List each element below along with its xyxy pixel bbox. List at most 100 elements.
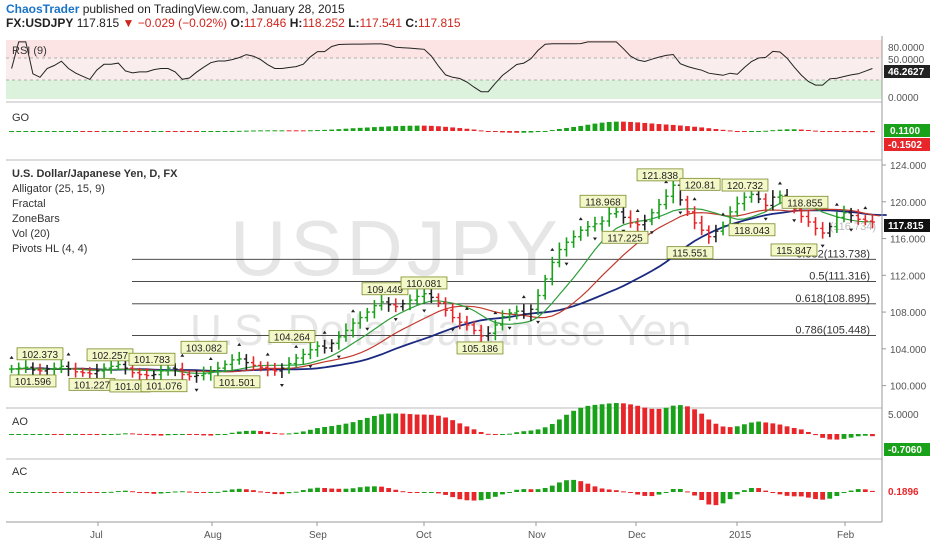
go-bar — [208, 131, 214, 132]
go-bar — [549, 130, 555, 132]
go-bar — [784, 129, 790, 131]
ac-bar — [542, 487, 548, 492]
go-bar — [30, 131, 36, 132]
go-bar — [165, 131, 171, 132]
go-bar — [656, 124, 662, 131]
rsi-line — [11, 41, 873, 93]
high-label: H: — [289, 16, 303, 30]
go-bar — [564, 127, 569, 131]
ac-bar — [528, 489, 534, 492]
ao-bar — [827, 434, 833, 440]
ac-bar — [784, 492, 790, 496]
ao-bar — [272, 432, 278, 434]
candle — [492, 311, 498, 341]
ac-bar — [229, 489, 235, 492]
published-text: published on TradingView.com, January 28… — [82, 2, 345, 16]
ao-bar — [208, 434, 214, 436]
go-bar — [571, 126, 577, 131]
ao-bar — [201, 434, 207, 436]
ao-bar — [357, 419, 363, 434]
ao-bar — [692, 409, 697, 434]
go-bar — [115, 131, 121, 132]
ac-bar — [258, 491, 263, 493]
go-bar — [393, 126, 399, 131]
go-bar — [51, 131, 57, 132]
ao-bar — [471, 429, 477, 434]
candle — [343, 323, 349, 342]
pivot-high-label: 101.783 — [128, 352, 176, 366]
candle — [307, 342, 313, 369]
ac-bar — [37, 492, 43, 493]
candle — [158, 365, 164, 381]
candle — [243, 354, 249, 370]
go-bar — [685, 126, 690, 131]
go-bar — [94, 131, 100, 132]
ao-bar — [870, 434, 875, 437]
low-label: L: — [348, 16, 360, 30]
ac-bar — [670, 489, 676, 492]
ao-bar — [578, 407, 584, 434]
ao-bar — [642, 407, 648, 434]
author-link[interactable]: ChaosTrader — [6, 2, 80, 16]
pivot-high-label: 103.082 — [180, 340, 228, 354]
candle — [300, 348, 306, 365]
ao-bar — [23, 434, 29, 435]
ao-bar — [507, 433, 512, 435]
ac-bar — [421, 492, 427, 493]
svg-text:121.838: 121.838 — [642, 171, 679, 182]
go-bar — [727, 130, 733, 132]
candle — [286, 357, 292, 374]
ac-bar — [386, 488, 392, 492]
ao-bar — [763, 422, 769, 434]
ao-bar — [514, 432, 520, 434]
candle — [507, 308, 513, 330]
ac-bar — [172, 491, 178, 493]
pivot-high-label: 120.81 — [679, 177, 721, 191]
ac-bar — [315, 487, 320, 492]
ao-bar — [756, 421, 762, 434]
go-bar — [194, 131, 199, 132]
ac-bar — [286, 492, 292, 494]
candle — [599, 216, 605, 231]
svg-text:115.847: 115.847 — [776, 246, 812, 257]
indicator-zonebars: ZoneBars — [12, 213, 60, 225]
ao-bar — [400, 413, 406, 434]
ac-bar — [599, 488, 605, 492]
ao-bar — [806, 431, 811, 434]
candle — [101, 363, 107, 378]
watermark-name: U.S. Dollar/Japanese Yen — [190, 306, 691, 355]
ac-bar — [243, 489, 249, 492]
go-bar — [592, 123, 598, 131]
ao-bar — [393, 413, 399, 434]
open-label: O: — [230, 16, 244, 30]
ao-bar — [656, 408, 662, 434]
go-bar — [286, 130, 292, 132]
pivot-low-label: 117.225 — [601, 230, 649, 244]
go-bar — [862, 131, 868, 133]
ao-bar — [791, 427, 797, 434]
ao-bar — [841, 434, 847, 439]
go-bar — [606, 121, 612, 131]
go-bar — [58, 131, 64, 132]
rsi-level-50: 50.0000 — [888, 55, 925, 66]
go-bar — [649, 123, 655, 131]
ao-bar — [820, 434, 826, 438]
ao-bar — [862, 434, 868, 436]
ao-bar — [549, 424, 555, 434]
ao-bar — [436, 415, 441, 434]
candle — [443, 297, 449, 317]
ac-bar — [556, 482, 562, 492]
ac-bar — [194, 492, 199, 493]
go-bar — [791, 129, 797, 131]
go-bar — [492, 131, 498, 132]
candle — [421, 288, 427, 313]
ac-bar — [179, 491, 185, 493]
go-bar — [16, 131, 22, 132]
go-bar — [101, 131, 107, 132]
go-bar — [315, 130, 320, 132]
ac-bar — [201, 492, 207, 493]
candle — [834, 202, 840, 233]
candle — [314, 341, 320, 357]
go-bar — [407, 125, 413, 131]
ac-bar — [820, 492, 826, 500]
